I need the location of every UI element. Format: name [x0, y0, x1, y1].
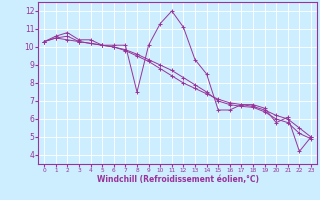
X-axis label: Windchill (Refroidissement éolien,°C): Windchill (Refroidissement éolien,°C): [97, 175, 259, 184]
